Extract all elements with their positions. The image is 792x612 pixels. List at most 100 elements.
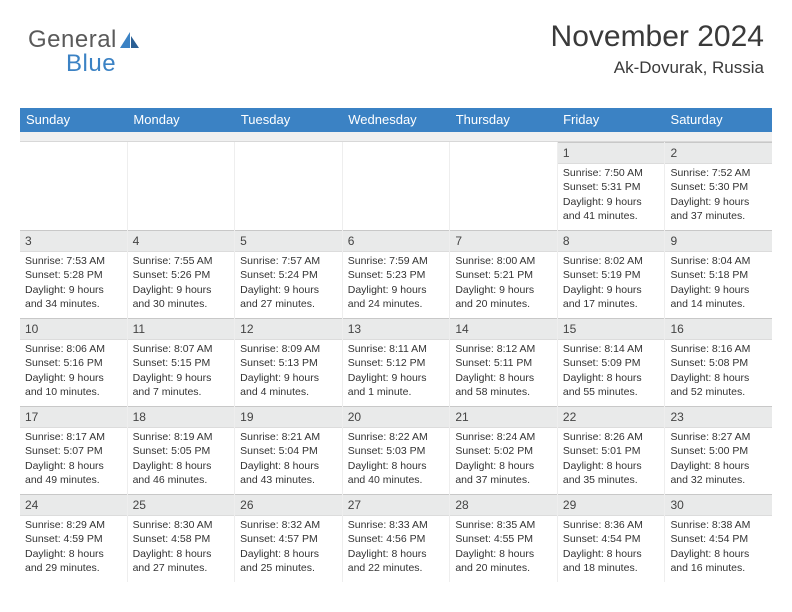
day-b-text: and 37 minutes.	[455, 473, 552, 487]
day-number: 26	[235, 494, 342, 516]
day-details: Sunrise: 8:33 AMSunset: 4:56 PMDaylight:…	[343, 516, 450, 579]
sunset-text: Sunset: 5:28 PM	[25, 268, 122, 282]
day-cell	[128, 142, 236, 230]
day-cell: 16Sunrise: 8:16 AMSunset: 5:08 PMDayligh…	[665, 318, 772, 406]
day-a-text: Daylight: 9 hours	[25, 371, 122, 385]
weekday-header: Tuesday	[235, 108, 342, 132]
weeks-container: 1Sunrise: 7:50 AMSunset: 5:31 PMDaylight…	[20, 142, 772, 582]
day-a-text: Daylight: 9 hours	[240, 371, 337, 385]
day-b-text: and 49 minutes.	[25, 473, 122, 487]
day-cell	[343, 142, 451, 230]
day-b-text: and 40 minutes.	[348, 473, 445, 487]
day-details: Sunrise: 8:02 AMSunset: 5:19 PMDaylight:…	[558, 252, 665, 315]
day-cell: 12Sunrise: 8:09 AMSunset: 5:13 PMDayligh…	[235, 318, 343, 406]
day-b-text: and 20 minutes.	[455, 297, 552, 311]
day-number: 5	[235, 230, 342, 252]
sunset-text: Sunset: 5:19 PM	[563, 268, 660, 282]
day-b-text: and 35 minutes.	[563, 473, 660, 487]
day-b-text: and 52 minutes.	[670, 385, 767, 399]
day-number: 21	[450, 406, 557, 428]
day-cell: 30Sunrise: 8:38 AMSunset: 4:54 PMDayligh…	[665, 494, 772, 582]
day-cell: 5Sunrise: 7:57 AMSunset: 5:24 PMDaylight…	[235, 230, 343, 318]
day-number: 30	[665, 494, 772, 516]
month-title: November 2024	[551, 20, 764, 54]
day-cell: 25Sunrise: 8:30 AMSunset: 4:58 PMDayligh…	[128, 494, 236, 582]
day-cell: 7Sunrise: 8:00 AMSunset: 5:21 PMDaylight…	[450, 230, 558, 318]
day-b-text: and 7 minutes.	[133, 385, 230, 399]
day-a-text: Daylight: 8 hours	[563, 371, 660, 385]
day-number: 19	[235, 406, 342, 428]
sunset-text: Sunset: 4:54 PM	[563, 532, 660, 546]
day-details: Sunrise: 8:00 AMSunset: 5:21 PMDaylight:…	[450, 252, 557, 315]
weekday-header: Sunday	[20, 108, 127, 132]
day-cell	[450, 142, 558, 230]
sunset-text: Sunset: 5:31 PM	[563, 180, 660, 194]
sunset-text: Sunset: 5:24 PM	[240, 268, 337, 282]
weekday-header-row: Sunday Monday Tuesday Wednesday Thursday…	[20, 108, 772, 132]
day-details: Sunrise: 7:53 AMSunset: 5:28 PMDaylight:…	[20, 252, 127, 315]
day-b-text: and 20 minutes.	[455, 561, 552, 575]
day-details: Sunrise: 8:29 AMSunset: 4:59 PMDaylight:…	[20, 516, 127, 579]
day-b-text: and 41 minutes.	[563, 209, 660, 223]
day-details: Sunrise: 7:59 AMSunset: 5:23 PMDaylight:…	[343, 252, 450, 315]
day-number: 13	[343, 318, 450, 340]
sunrise-text: Sunrise: 8:12 AM	[455, 342, 552, 356]
day-cell: 19Sunrise: 8:21 AMSunset: 5:04 PMDayligh…	[235, 406, 343, 494]
day-cell: 1Sunrise: 7:50 AMSunset: 5:31 PMDaylight…	[558, 142, 666, 230]
sunrise-text: Sunrise: 7:53 AM	[25, 254, 122, 268]
day-details: Sunrise: 8:36 AMSunset: 4:54 PMDaylight:…	[558, 516, 665, 579]
day-a-text: Daylight: 8 hours	[133, 459, 230, 473]
day-number: 15	[558, 318, 665, 340]
day-cell: 4Sunrise: 7:55 AMSunset: 5:26 PMDaylight…	[128, 230, 236, 318]
logo-word-1: General	[28, 26, 117, 53]
day-details: Sunrise: 8:09 AMSunset: 5:13 PMDaylight:…	[235, 340, 342, 403]
day-number: 10	[20, 318, 127, 340]
day-a-text: Daylight: 8 hours	[563, 547, 660, 561]
day-details: Sunrise: 8:38 AMSunset: 4:54 PMDaylight:…	[665, 516, 772, 579]
sunrise-text: Sunrise: 8:09 AM	[240, 342, 337, 356]
sunset-text: Sunset: 5:21 PM	[455, 268, 552, 282]
day-number: 23	[665, 406, 772, 428]
day-number: 25	[128, 494, 235, 516]
day-b-text: and 55 minutes.	[563, 385, 660, 399]
sunset-text: Sunset: 5:07 PM	[25, 444, 122, 458]
day-a-text: Daylight: 9 hours	[563, 195, 660, 209]
sunrise-text: Sunrise: 8:19 AM	[133, 430, 230, 444]
sunset-text: Sunset: 5:26 PM	[133, 268, 230, 282]
sunset-text: Sunset: 4:58 PM	[133, 532, 230, 546]
sunrise-text: Sunrise: 8:27 AM	[670, 430, 767, 444]
weekday-header: Saturday	[665, 108, 772, 132]
day-a-text: Daylight: 8 hours	[240, 547, 337, 561]
logo: General Blue	[28, 26, 141, 78]
day-a-text: Daylight: 8 hours	[348, 459, 445, 473]
day-a-text: Daylight: 8 hours	[563, 459, 660, 473]
day-cell: 17Sunrise: 8:17 AMSunset: 5:07 PMDayligh…	[20, 406, 128, 494]
day-number: 6	[343, 230, 450, 252]
day-b-text: and 46 minutes.	[133, 473, 230, 487]
week-row: 24Sunrise: 8:29 AMSunset: 4:59 PMDayligh…	[20, 494, 772, 582]
day-number: 12	[235, 318, 342, 340]
sunrise-text: Sunrise: 8:35 AM	[455, 518, 552, 532]
day-details: Sunrise: 8:06 AMSunset: 5:16 PMDaylight:…	[20, 340, 127, 403]
sunrise-text: Sunrise: 8:07 AM	[133, 342, 230, 356]
day-a-text: Daylight: 9 hours	[25, 283, 122, 297]
day-number: 22	[558, 406, 665, 428]
day-cell: 21Sunrise: 8:24 AMSunset: 5:02 PMDayligh…	[450, 406, 558, 494]
day-number: 11	[128, 318, 235, 340]
day-details: Sunrise: 8:17 AMSunset: 5:07 PMDaylight:…	[20, 428, 127, 491]
sunset-text: Sunset: 5:23 PM	[348, 268, 445, 282]
day-a-text: Daylight: 8 hours	[240, 459, 337, 473]
day-cell	[20, 142, 128, 230]
day-number: 3	[20, 230, 127, 252]
sunrise-text: Sunrise: 8:02 AM	[563, 254, 660, 268]
sunset-text: Sunset: 5:08 PM	[670, 356, 767, 370]
week-row: 3Sunrise: 7:53 AMSunset: 5:28 PMDaylight…	[20, 230, 772, 318]
day-cell: 29Sunrise: 8:36 AMSunset: 4:54 PMDayligh…	[558, 494, 666, 582]
weekday-header: Thursday	[450, 108, 557, 132]
day-details: Sunrise: 7:57 AMSunset: 5:24 PMDaylight:…	[235, 252, 342, 315]
sunrise-text: Sunrise: 7:52 AM	[670, 166, 767, 180]
day-number: 27	[343, 494, 450, 516]
sunset-text: Sunset: 5:13 PM	[240, 356, 337, 370]
day-number: 7	[450, 230, 557, 252]
sunrise-text: Sunrise: 8:21 AM	[240, 430, 337, 444]
